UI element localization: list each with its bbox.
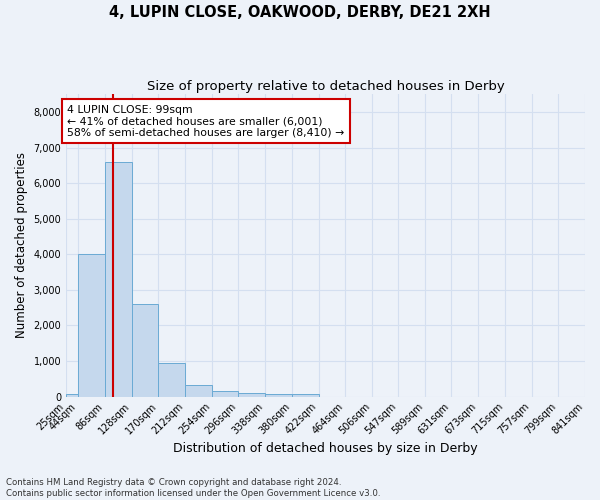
Title: Size of property relative to detached houses in Derby: Size of property relative to detached ho…	[147, 80, 505, 93]
Text: 4 LUPIN CLOSE: 99sqm
← 41% of detached houses are smaller (6,001)
58% of semi-de: 4 LUPIN CLOSE: 99sqm ← 41% of detached h…	[67, 105, 344, 138]
Bar	[105, 162, 131, 396]
Bar	[265, 394, 292, 396]
Text: Contains HM Land Registry data © Crown copyright and database right 2024.
Contai: Contains HM Land Registry data © Crown c…	[6, 478, 380, 498]
Text: 4, LUPIN CLOSE, OAKWOOD, DERBY, DE21 2XH: 4, LUPIN CLOSE, OAKWOOD, DERBY, DE21 2XH	[109, 5, 491, 20]
Bar	[78, 254, 105, 396]
Bar	[158, 363, 185, 396]
Bar	[131, 304, 158, 396]
Bar	[238, 393, 265, 396]
Y-axis label: Number of detached properties: Number of detached properties	[15, 152, 28, 338]
Bar	[292, 394, 319, 396]
Bar	[66, 394, 78, 396]
X-axis label: Distribution of detached houses by size in Derby: Distribution of detached houses by size …	[173, 442, 478, 455]
Bar	[212, 391, 238, 396]
Bar	[185, 385, 212, 396]
